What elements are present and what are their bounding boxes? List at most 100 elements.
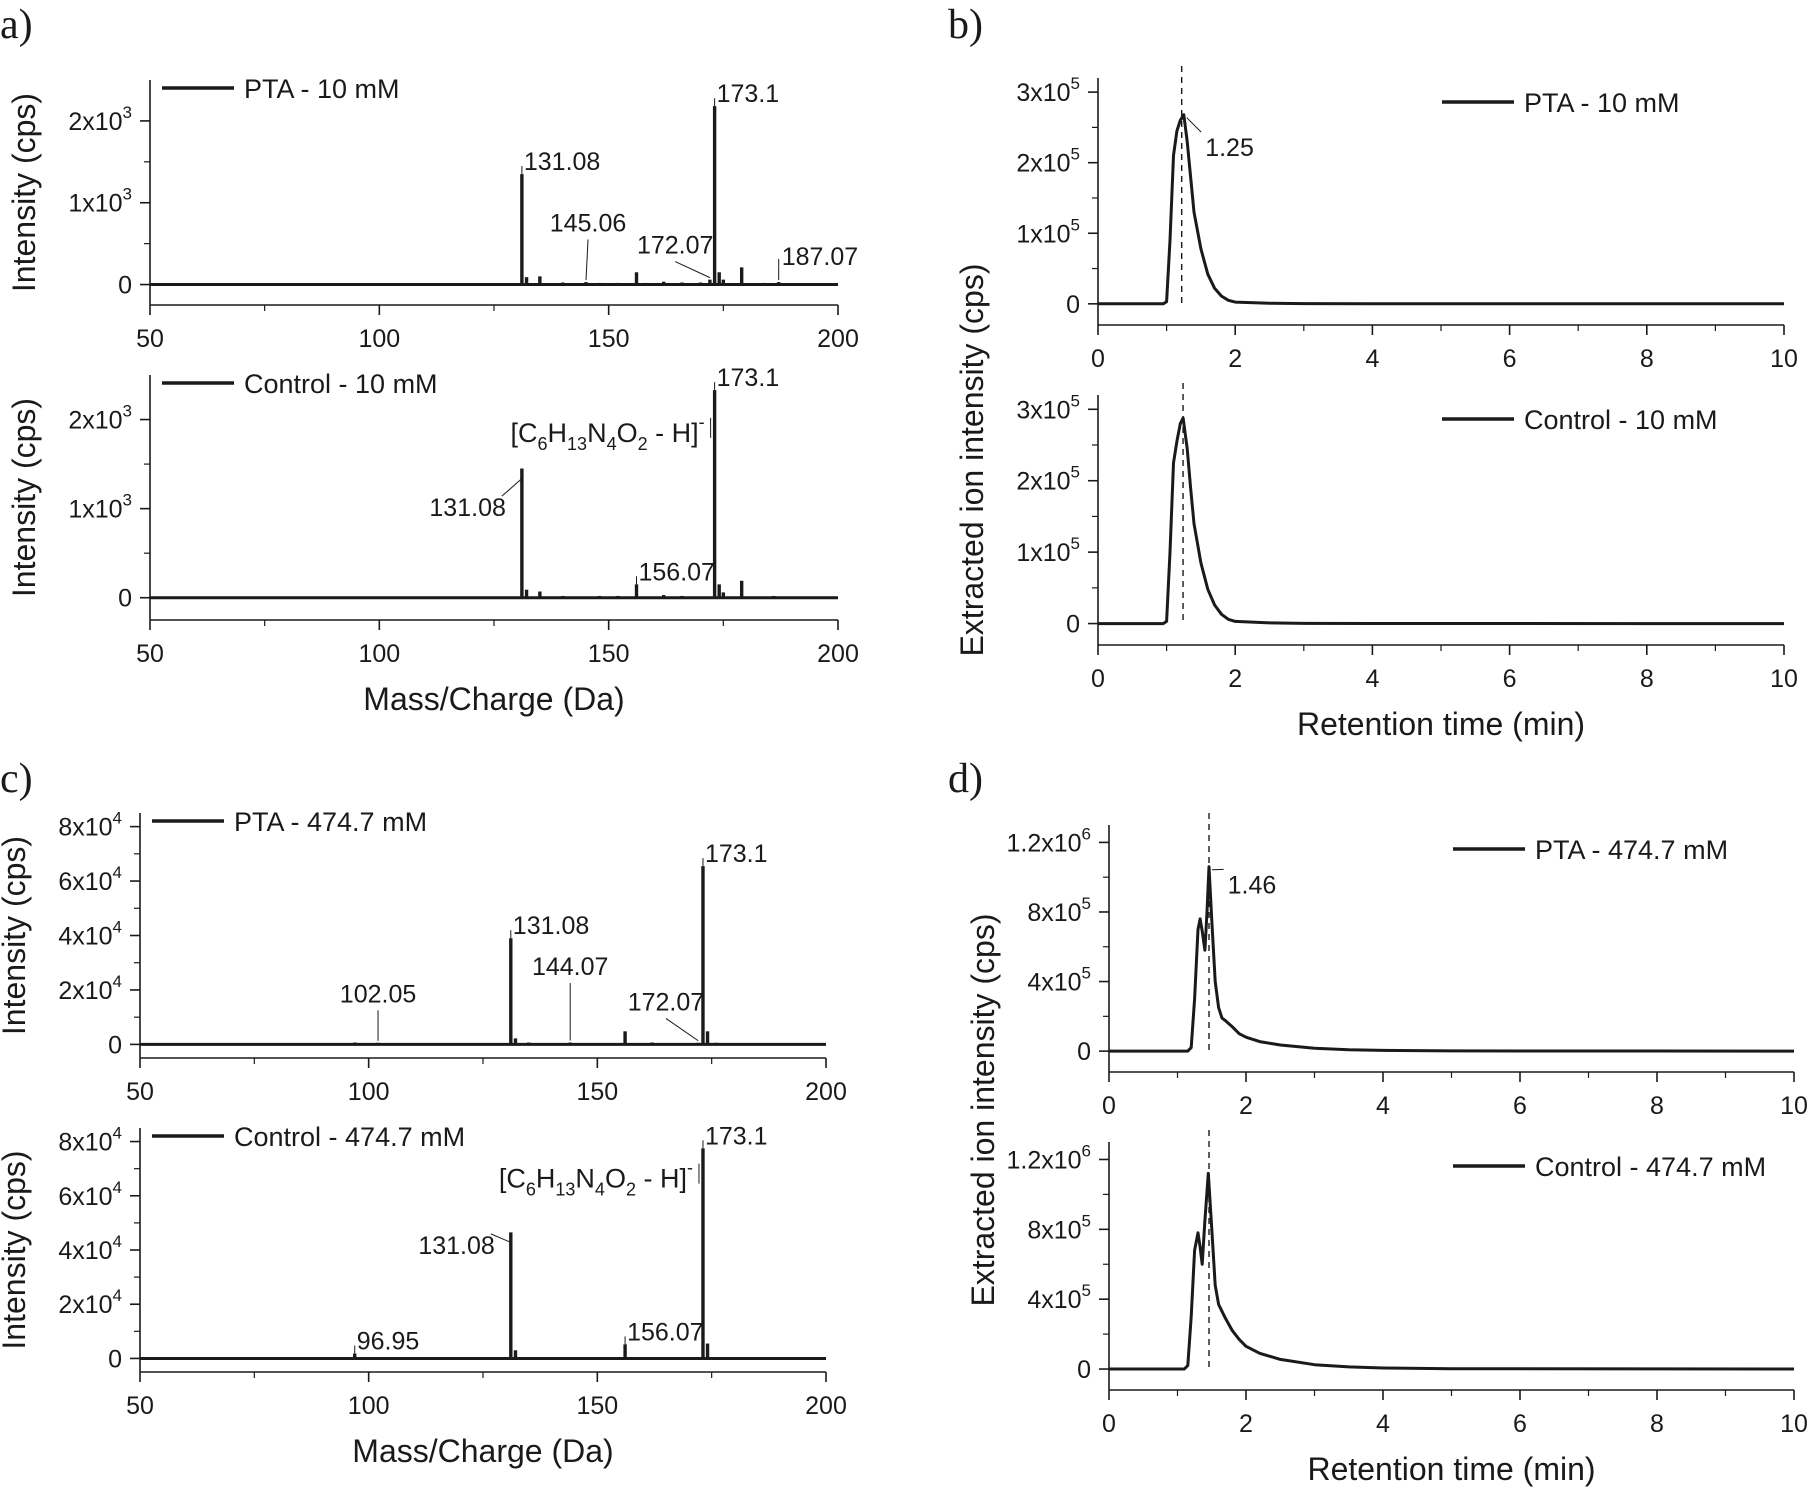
- y-tick-label: 6x104: [58, 863, 122, 896]
- x-tick-label: 4: [1365, 345, 1379, 373]
- x-tick-label: 100: [348, 1078, 390, 1106]
- chromatogram-trace: [1098, 416, 1785, 626]
- panel-a-bottom: 50 100 150 200 0 1x103 2x103 Intensity (cps) Mas…: [6, 364, 859, 717]
- y-axis-title: Extracted ion intensity (cps): [954, 263, 990, 656]
- y-tick-label: 0: [1066, 611, 1080, 639]
- x-tick-label: 8: [1650, 1410, 1664, 1438]
- y-tick-label: 1x105: [1016, 534, 1080, 567]
- x-tick-label: 8: [1640, 345, 1654, 373]
- peak-label: 131.08: [429, 494, 505, 522]
- x-tick-label: 10: [1780, 1410, 1808, 1438]
- y-tick-label: 4x104: [58, 918, 122, 951]
- y-tick-label: 0: [1077, 1356, 1091, 1384]
- x-tick-label: 150: [588, 640, 630, 668]
- peak-label-leader: [585, 239, 589, 281]
- x-tick-label: 10: [1770, 345, 1798, 373]
- y-tick-label: 0: [118, 585, 132, 613]
- y-tick-label: 2x105: [1016, 463, 1080, 496]
- peak-label: 145.06: [550, 209, 626, 237]
- peak-label: 187.07: [782, 243, 858, 271]
- peak-label: 131.08: [524, 148, 600, 176]
- x-tick-label: 100: [348, 1392, 390, 1420]
- panel-c-top: c) 50 100 150 200 0 2x104 4x104 6x104 8x104 Intens…: [0, 756, 847, 1106]
- legend-label: PTA - 10 mM: [244, 74, 400, 104]
- x-tick-label: 8: [1640, 665, 1654, 693]
- y-axis-title: Intensity (cps): [0, 836, 32, 1035]
- panel-label-c-top: c): [0, 756, 33, 802]
- y-tick-label: 0: [118, 272, 132, 300]
- y-tick-label: 0: [1077, 1038, 1091, 1066]
- x-tick-label: 0: [1102, 1092, 1116, 1120]
- x-tick-label: 4: [1376, 1092, 1390, 1120]
- y-axis-title: Intensity (cps): [6, 398, 42, 597]
- x-axis-title: Mass/Charge (Da): [352, 1433, 613, 1469]
- x-tick-label: 0: [1091, 345, 1105, 373]
- y-tick-label: 2x103: [68, 402, 132, 435]
- y-tick-label: 3x105: [1016, 74, 1080, 107]
- formula-label: [C6H13N4O2 - H]-: [499, 1158, 693, 1200]
- x-tick-label: 0: [1102, 1410, 1116, 1438]
- y-tick-label: 0: [1066, 291, 1080, 319]
- x-tick-label: 0: [1091, 665, 1105, 693]
- y-tick-label: 0: [108, 1031, 122, 1059]
- peak-label-leader: [490, 1233, 512, 1243]
- x-tick-label: 2: [1239, 1410, 1253, 1438]
- peak-label: 173.1: [705, 1122, 768, 1150]
- y-tick-label: 4x104: [58, 1232, 122, 1265]
- x-tick-label: 150: [576, 1078, 618, 1106]
- x-tick-label: 8: [1650, 1092, 1664, 1120]
- peak-label: 173.1: [705, 840, 768, 868]
- y-tick-label: 1.2x106: [1006, 1141, 1091, 1174]
- chromatogram-trace: [1109, 1171, 1795, 1371]
- x-tick-label: 150: [588, 325, 630, 353]
- x-tick-label: 50: [136, 325, 164, 353]
- x-axis-title: Retention time (min): [1307, 1451, 1595, 1487]
- x-axis-title: Mass/Charge (Da): [363, 681, 624, 717]
- peak-label-leader: [501, 478, 523, 497]
- x-tick-label: 2: [1228, 345, 1242, 373]
- panel-label-b-top: b): [948, 2, 983, 48]
- x-tick-label: 6: [1503, 345, 1517, 373]
- peak-label: 172.07: [637, 232, 713, 260]
- y-tick-label: 1.2x106: [1006, 824, 1091, 857]
- x-tick-label: 50: [126, 1078, 154, 1106]
- y-axis-title: Intensity (cps): [6, 93, 42, 292]
- legend-label: PTA - 474.7 mM: [234, 807, 427, 837]
- y-axis-title: Intensity (cps): [0, 1150, 32, 1349]
- y-tick-label: 4x105: [1027, 1281, 1091, 1314]
- y-axis-title: Extracted ion intensity (cps): [965, 913, 1001, 1306]
- legend-label: Control - 10 mM: [1524, 405, 1718, 435]
- panel-b-top: b) 0 2 4 6 8 10 0 1x105 2x105 3x105 Extracted ion i…: [948, 2, 1798, 657]
- peak-label: 173.1: [717, 364, 780, 392]
- peak-label: 156.07: [639, 558, 715, 586]
- x-tick-label: 100: [358, 325, 400, 353]
- x-tick-label: 100: [358, 640, 400, 668]
- panel-label-a-top: a): [0, 2, 33, 48]
- peak-label: 144.07: [532, 953, 608, 981]
- peak-label: 1.46: [1228, 871, 1277, 899]
- y-tick-label: 6x104: [58, 1178, 122, 1211]
- x-tick-label: 200: [817, 640, 859, 668]
- x-tick-label: 2: [1228, 665, 1242, 693]
- y-tick-label: 1x103: [68, 491, 132, 524]
- formula-label: [C6H13N4O2 - H]-: [511, 412, 705, 454]
- panel-c-bottom: 50 100 150 200 0 2x104 4x104 6x104 8x104 Intensit…: [0, 1122, 847, 1469]
- y-tick-label: 4x105: [1027, 964, 1091, 997]
- y-tick-label: 8x104: [58, 809, 122, 842]
- panel-a-top: a) 50 100 150 200 0 1x103 2x103 Intensity (cps) P…: [0, 2, 859, 353]
- x-tick-label: 4: [1376, 1410, 1390, 1438]
- peak-label: 131.08: [418, 1232, 494, 1260]
- y-tick-label: 2x104: [58, 972, 122, 1005]
- x-tick-label: 2: [1239, 1092, 1253, 1120]
- peak-label: 96.95: [357, 1328, 420, 1356]
- peak-label: 1.25: [1205, 134, 1254, 162]
- peak-label: 156.07: [627, 1318, 703, 1346]
- peak-label-leader: [665, 1018, 699, 1042]
- x-tick-label: 50: [126, 1392, 154, 1420]
- y-tick-label: 1x103: [68, 185, 132, 218]
- x-axis-title: Retention time (min): [1297, 706, 1585, 742]
- y-tick-label: 2x104: [58, 1286, 122, 1319]
- peak-label-leader: [1186, 117, 1202, 133]
- legend-label: Control - 10 mM: [244, 369, 438, 399]
- x-tick-label: 150: [576, 1392, 618, 1420]
